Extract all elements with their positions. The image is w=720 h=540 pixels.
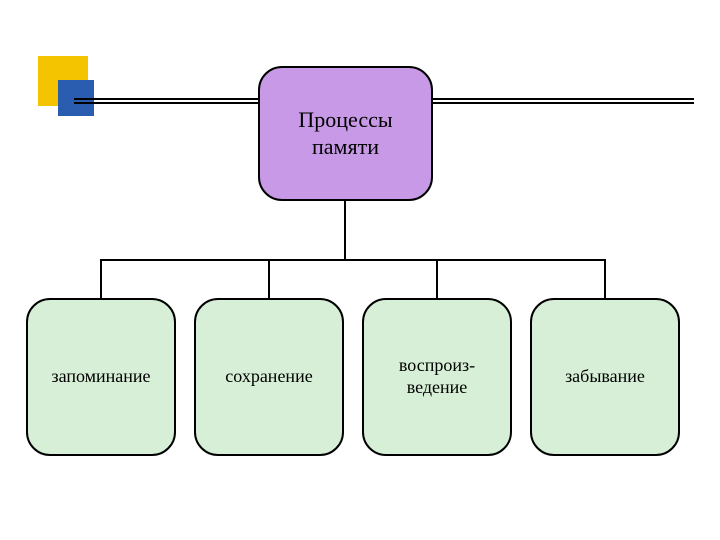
connector: [100, 259, 606, 261]
child-label-1: сохранение: [225, 366, 312, 388]
child-label-3: забывание: [565, 366, 645, 388]
connector: [268, 259, 270, 298]
child-node-3: забывание: [530, 298, 680, 456]
child-node-1: сохранение: [194, 298, 344, 456]
child-node-2: воспроиз- ведение: [362, 298, 512, 456]
connector: [436, 259, 438, 298]
connector: [344, 201, 346, 260]
child-label-0: запоминание: [51, 366, 150, 388]
connector: [604, 259, 606, 298]
child-label-2: воспроиз- ведение: [399, 355, 475, 398]
root-label: Процессы памяти: [298, 107, 392, 160]
connector: [100, 259, 102, 298]
child-node-0: запоминание: [26, 298, 176, 456]
root-node: Процессы памяти: [258, 66, 433, 201]
